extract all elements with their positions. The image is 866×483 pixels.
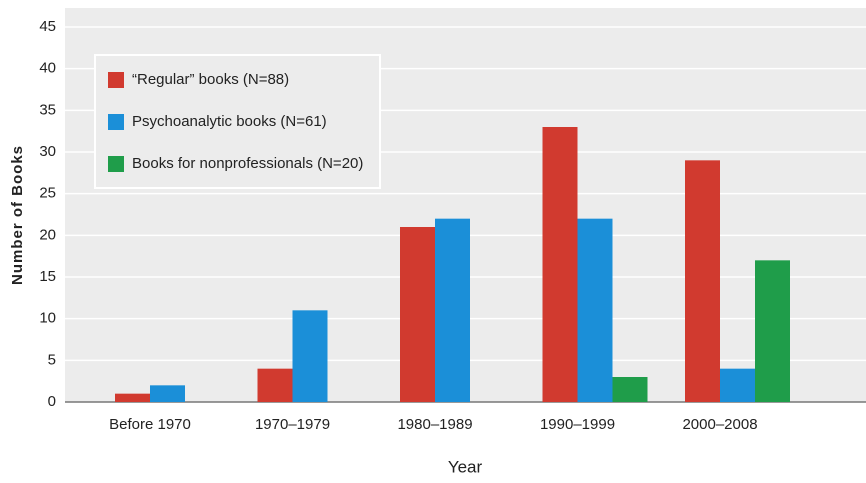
legend-label: “Regular” books (N=88) — [132, 71, 289, 88]
bar — [115, 393, 150, 402]
y-tick-label: 20 — [39, 226, 56, 243]
y-tick-label: 40 — [39, 60, 56, 77]
y-tick-label: 0 — [48, 393, 56, 410]
x-tick-label: Before 1970 — [109, 416, 191, 433]
y-tick-label: 10 — [39, 310, 56, 327]
x-tick-label: 1980–1989 — [397, 416, 472, 433]
legend-swatch — [108, 72, 124, 88]
y-tick-label: 25 — [39, 185, 56, 202]
bar — [435, 218, 470, 402]
y-tick-label: 45 — [39, 18, 56, 35]
bar — [577, 218, 613, 402]
y-tick-label: 30 — [39, 143, 56, 160]
bar — [542, 127, 578, 402]
y-tick-label: 35 — [39, 101, 56, 118]
bar — [150, 385, 185, 402]
bar — [257, 368, 293, 402]
legend-swatch — [108, 156, 124, 172]
x-tick-label: 1970–1979 — [255, 416, 330, 433]
y-axis-label: Number of Books — [9, 145, 26, 285]
legend-label: Psychoanalytic books (N=61) — [132, 113, 327, 130]
bar — [685, 160, 720, 402]
bar — [292, 310, 328, 402]
bar — [720, 368, 755, 402]
bar — [400, 227, 435, 402]
y-tick-label: 15 — [39, 268, 56, 285]
legend-swatch — [108, 114, 124, 130]
x-axis-label: Year — [448, 457, 483, 476]
legend-box — [94, 54, 381, 189]
x-tick-label: 2000–2008 — [682, 416, 757, 433]
legend-label: Books for nonprofessionals (N=20) — [132, 155, 363, 172]
x-tick-label: 1990–1999 — [540, 416, 615, 433]
y-tick-label: 5 — [48, 351, 56, 368]
bar — [755, 260, 790, 402]
bar — [612, 377, 648, 402]
